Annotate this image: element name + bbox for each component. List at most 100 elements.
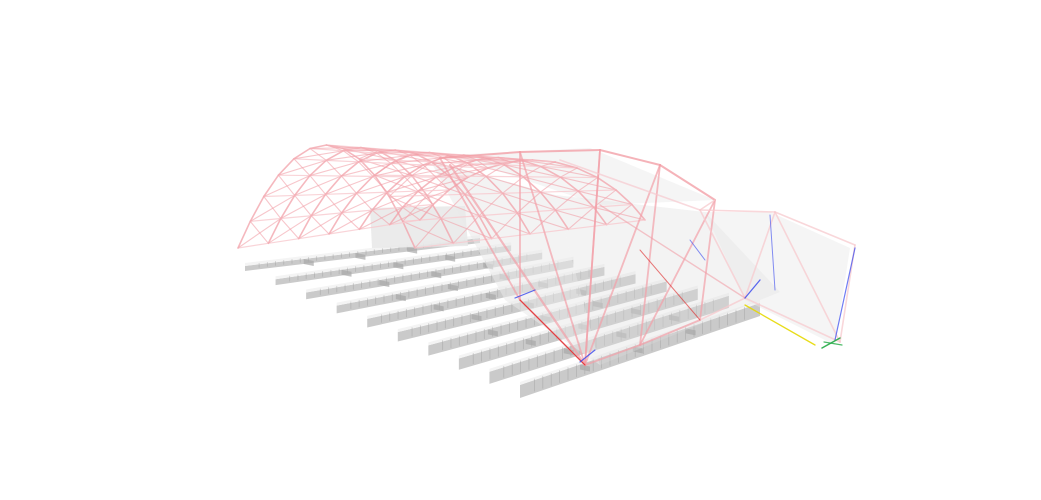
arch-chord [309,159,328,177]
arch-chord [267,217,282,245]
bleacher-row-top [489,292,729,372]
arch-diagonal [417,190,434,206]
seat-block [485,292,496,300]
canopy-web-member [774,211,841,343]
canopy-top-chord [519,149,601,153]
seat-block [341,269,352,277]
canopy-web-member [584,149,601,366]
arch-diagonal [249,220,269,244]
arch-purlin [371,206,404,211]
arch-diagonal [267,215,312,244]
arch-diagonal [340,175,357,194]
seat-block [379,280,390,288]
arch-diagonal [372,175,388,193]
arch-diagonal [293,158,311,177]
arch-chord [577,190,595,209]
arch-purlin [357,161,392,165]
arch-diagonal [394,152,415,161]
arch-diagonal [294,194,312,217]
seat-block [393,262,404,270]
arch-purlin [358,224,391,230]
seat-block [355,252,366,260]
arch-diagonal [403,176,419,192]
roof-panel [555,195,780,365]
arch-purlin [310,212,343,217]
arch-diagonal [263,195,282,220]
arch-chord [357,152,378,163]
arch-purlin [454,165,489,169]
arch-chord [554,209,570,231]
arch-chord [293,174,311,197]
arch-purlin [567,224,608,230]
arch-purlin [529,228,569,235]
seat-block [669,314,680,322]
arch-diagonal [422,164,437,178]
arch-purlin [293,158,327,161]
arch-purlin [386,190,419,193]
arch-chord [310,193,327,217]
arch-diagonal [539,176,561,193]
seat-block [395,294,406,302]
arch-chord [448,176,469,191]
arch-purlin [464,192,504,195]
arch-diagonal [485,164,505,177]
arch-purlin [355,191,388,194]
arch-chord [522,175,542,193]
arch-chord [371,191,389,211]
arch-purlin [402,217,442,222]
arch-diagonal [559,167,578,178]
canopy-web-member [639,319,701,346]
arch-purlin [554,206,595,211]
arch-chord [279,194,296,220]
canopy-web-member [699,209,776,213]
arch-diagonal [577,177,599,192]
arch-chord [325,149,345,162]
arch-chord [417,176,437,192]
seat-block [433,304,444,312]
arch-chord [478,214,493,240]
arch-chord [432,189,450,206]
arch-diagonal [516,212,569,230]
arch-purlin [389,219,421,226]
arch-diagonal [280,217,300,240]
arch-diagonal [309,175,327,195]
arch-diagonal [390,162,405,178]
arch-purlin [593,203,633,208]
bleacher-row-top [275,242,512,280]
arch-purlin [501,191,541,194]
seat-block [685,328,696,336]
arch-purlin [280,215,312,220]
arch-diagonal [394,149,411,156]
arch-diagonal [358,161,374,177]
seat-block [525,338,536,346]
arch-diagonal [455,165,468,179]
seat-block [447,284,458,292]
arch-diagonal [386,191,404,208]
arch-chord [596,176,617,191]
tension-member [834,247,856,341]
arch-purlin [263,194,296,198]
arch-chord [277,157,295,176]
arch-diagonal [467,156,485,164]
arch-chord [401,220,416,249]
arch-chord [340,192,358,214]
bleacher-row-face [275,245,512,286]
arch-chord [263,174,280,198]
arch-chord [358,209,373,231]
arch-diagonal [529,209,557,235]
arch-purlin [516,209,557,214]
canopy-web-member [699,209,746,299]
arch-chord [293,147,311,160]
seat-block [630,308,641,316]
arch-diagonal [516,191,541,214]
arch-diagonal [309,147,327,161]
seat-block [487,329,498,337]
tension-member [744,279,761,299]
arch-diagonal [435,176,450,191]
arch-purlin [324,192,358,195]
canopy-top-chord [599,149,661,166]
arch-diagonal [554,190,579,211]
arch-diagonal [342,150,360,163]
seat-block [431,271,442,279]
